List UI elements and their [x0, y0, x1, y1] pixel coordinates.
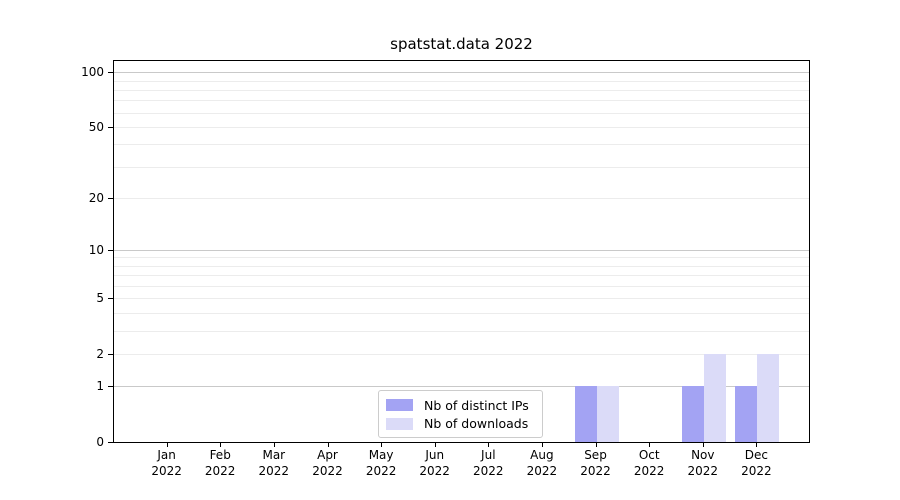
minor-gridline	[114, 144, 809, 146]
x-tick-year: 2022	[419, 464, 450, 478]
minor-gridline	[114, 353, 809, 355]
y-tick-mark	[108, 198, 113, 199]
major-gridline	[114, 72, 809, 74]
y-tick-mark	[108, 249, 113, 251]
y-tick-label: 1	[96, 379, 104, 394]
y-tick-mark	[108, 442, 113, 443]
y-tick-label: 50	[88, 119, 104, 134]
y-tick-label: 10	[88, 242, 104, 257]
y-tick-mark	[108, 126, 113, 128]
y-tick-label: 20	[88, 191, 104, 205]
legend-entry: Nb of distinct IPs	[386, 396, 534, 415]
x-tick-label: Aug 2022	[516, 447, 568, 479]
minor-gridline	[114, 275, 809, 277]
x-tick-month: Mar	[262, 448, 286, 462]
y-tick-mark	[108, 353, 113, 355]
chart-title: spatstat.data 2022	[390, 35, 533, 53]
legend-swatch	[386, 399, 413, 412]
x-tick-month: Jul	[481, 448, 496, 462]
x-tick-label: Mar 2022	[248, 447, 300, 479]
bar-downloads	[703, 353, 726, 442]
minor-gridline	[114, 265, 809, 267]
x-tick-mark	[488, 443, 490, 447]
x-tick-mark	[327, 443, 329, 447]
x-tick-label: Jun 2022	[409, 447, 461, 479]
minor-gridline	[114, 126, 809, 128]
x-tick-month: Dec	[744, 448, 768, 462]
minor-gridline	[114, 198, 809, 199]
y-tick-mark	[108, 386, 113, 388]
y-tick-label: 5	[96, 291, 104, 306]
x-tick-mark	[702, 443, 704, 447]
y-tick-label: 0	[96, 435, 104, 449]
y-tick-mark	[108, 72, 113, 74]
x-tick-mark	[541, 443, 543, 447]
y-tick-mark	[108, 298, 113, 300]
minor-gridline	[114, 100, 809, 102]
x-tick-label: Feb 2022	[194, 447, 246, 479]
bar-distinct-ips	[574, 386, 597, 442]
x-tick-year: 2022	[473, 464, 504, 478]
x-tick-year: 2022	[633, 464, 665, 478]
x-tick-year: 2022	[741, 464, 772, 478]
x-tick-mark	[434, 443, 436, 447]
x-tick-month: Jun	[425, 448, 445, 462]
x-tick-mark	[595, 443, 597, 447]
x-tick-label: Jan 2022	[141, 447, 193, 479]
x-tick-label: Sep 2022	[570, 447, 622, 479]
x-tick-label: Apr 2022	[302, 447, 354, 479]
x-tick-mark	[273, 443, 275, 447]
major-gridline	[114, 386, 809, 388]
minor-gridline	[114, 330, 809, 332]
plot-area	[113, 60, 810, 443]
x-tick-month: Sep	[584, 448, 607, 462]
x-tick-year: 2022	[687, 464, 719, 478]
x-tick-year: 2022	[312, 464, 343, 478]
x-tick-mark	[381, 443, 383, 447]
x-tick-year: 2022	[151, 464, 182, 478]
x-tick-month: Nov	[691, 448, 715, 462]
x-tick-mark	[166, 443, 168, 447]
minor-gridline	[114, 298, 809, 300]
x-tick-year: 2022	[365, 464, 397, 478]
x-tick-month: Apr	[317, 448, 338, 462]
minor-gridline	[114, 166, 809, 168]
y-tick-label: 100	[81, 65, 104, 80]
legend-entry: Nb of downloads	[386, 415, 534, 434]
legend: Nb of distinct IPs Nb of downloads	[378, 390, 543, 438]
x-tick-mark	[220, 443, 222, 447]
x-tick-month: Aug	[530, 448, 554, 462]
x-tick-label: Nov 2022	[677, 447, 729, 479]
x-tick-month: May	[368, 448, 394, 462]
major-gridline	[114, 249, 809, 251]
bar-downloads	[596, 386, 619, 442]
minor-gridline	[114, 80, 809, 82]
x-tick-label: Jul 2022	[462, 447, 514, 479]
x-tick-mark	[649, 443, 651, 447]
minor-gridline	[114, 112, 809, 114]
x-tick-label: May 2022	[355, 447, 407, 479]
x-tick-year: 2022	[258, 464, 290, 478]
bar-distinct-ips	[735, 386, 758, 442]
x-tick-label: Dec 2022	[730, 447, 782, 479]
x-tick-month: Oct	[638, 448, 660, 462]
x-tick-year: 2022	[580, 464, 611, 478]
y-tick-label: 2	[96, 346, 104, 361]
legend-swatch	[386, 417, 413, 430]
legend-label: Nb of distinct IPs	[424, 397, 529, 413]
x-tick-month: Feb	[209, 448, 231, 462]
legend-label: Nb of downloads	[424, 416, 529, 432]
minor-gridline	[114, 313, 809, 314]
x-tick-year: 2022	[526, 464, 558, 478]
x-tick-month: Jan	[157, 448, 176, 462]
x-tick-mark	[756, 443, 758, 447]
bar-downloads	[757, 353, 780, 442]
bar-distinct-ips	[681, 386, 704, 442]
minor-gridline	[114, 286, 809, 287]
x-tick-year: 2022	[204, 464, 236, 478]
minor-gridline	[114, 257, 809, 259]
x-tick-label: Oct 2022	[623, 447, 675, 479]
minor-gridline	[114, 89, 809, 91]
